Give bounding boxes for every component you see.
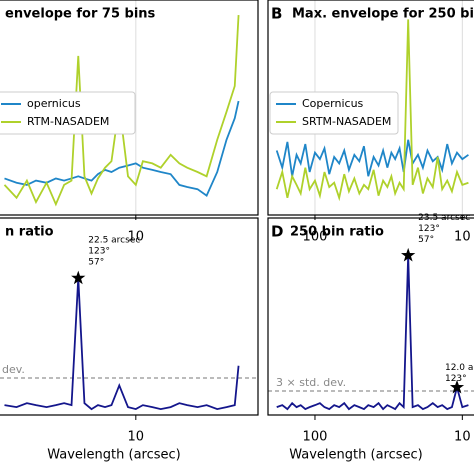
plot-area bbox=[268, 255, 474, 411]
plot-area bbox=[0, 278, 258, 411]
legend-label: RTM-NASADEM bbox=[27, 115, 109, 128]
legend-box bbox=[269, 91, 399, 135]
x-axis-label: Wavelength (arcsec) bbox=[47, 448, 181, 463]
peak-star bbox=[71, 270, 86, 285]
x-tick-label: 10 bbox=[128, 230, 145, 245]
legend-label: opernicus bbox=[27, 97, 81, 110]
chart-title: envelope for 75 bins bbox=[5, 7, 156, 22]
panel: 10 envelope for 75 bins opernicus RTM-NASAD… bbox=[0, 0, 259, 245]
peak-annotation: 123° bbox=[445, 374, 467, 384]
chart-title: n ratio bbox=[5, 225, 54, 240]
x-tick-label: 100 bbox=[303, 430, 328, 445]
peak-annotation: 123° bbox=[418, 224, 440, 234]
series-line bbox=[4, 100, 240, 198]
legend-label: SRTM-NASADEM bbox=[302, 115, 391, 128]
peak-annotation: 57° bbox=[418, 235, 434, 245]
x-tick-label: 10 bbox=[454, 230, 471, 245]
peak-annotation: 22.5 arcsec bbox=[88, 236, 140, 246]
legend-label: Copernicus bbox=[302, 97, 364, 110]
panel-letter: B bbox=[271, 5, 282, 23]
panel: 100 103 × std. dev.23.5 arcsec123°57°12.0… bbox=[267, 213, 474, 463]
peak-star bbox=[401, 247, 416, 262]
chart-title: Max. envelope for 250 bi bbox=[292, 7, 474, 22]
axes-frame bbox=[0, 217, 259, 416]
series-line bbox=[276, 255, 469, 411]
x-tick-label: 10 bbox=[128, 430, 145, 445]
plot-area bbox=[275, 0, 469, 215]
threshold-label: dev. bbox=[2, 363, 25, 376]
x-axis-label: Wavelength (arcsec) bbox=[289, 448, 423, 463]
panel-letter: D bbox=[271, 223, 283, 241]
peak-star bbox=[449, 379, 465, 394]
axes-frame bbox=[267, 0, 474, 216]
series-line bbox=[275, 139, 469, 177]
legend-box bbox=[0, 91, 136, 135]
peak-annotation: 57° bbox=[88, 258, 104, 268]
series-line bbox=[275, 19, 469, 202]
chart-title: 250 bin ratio bbox=[290, 225, 384, 240]
x-tick-label: 10 bbox=[454, 430, 471, 445]
axes-frame bbox=[267, 217, 474, 416]
x-tick-label: 100 bbox=[303, 230, 328, 245]
peak-annotation: 12.0 arcs bbox=[445, 363, 474, 373]
series-line bbox=[4, 278, 240, 411]
threshold-label: 3 × std. dev. bbox=[276, 376, 346, 389]
panel: 100 10 B Max. envelope for 250 bi Copernicus… bbox=[267, 0, 474, 245]
axes-frame bbox=[0, 0, 259, 216]
peak-annotation: 123° bbox=[88, 247, 110, 257]
